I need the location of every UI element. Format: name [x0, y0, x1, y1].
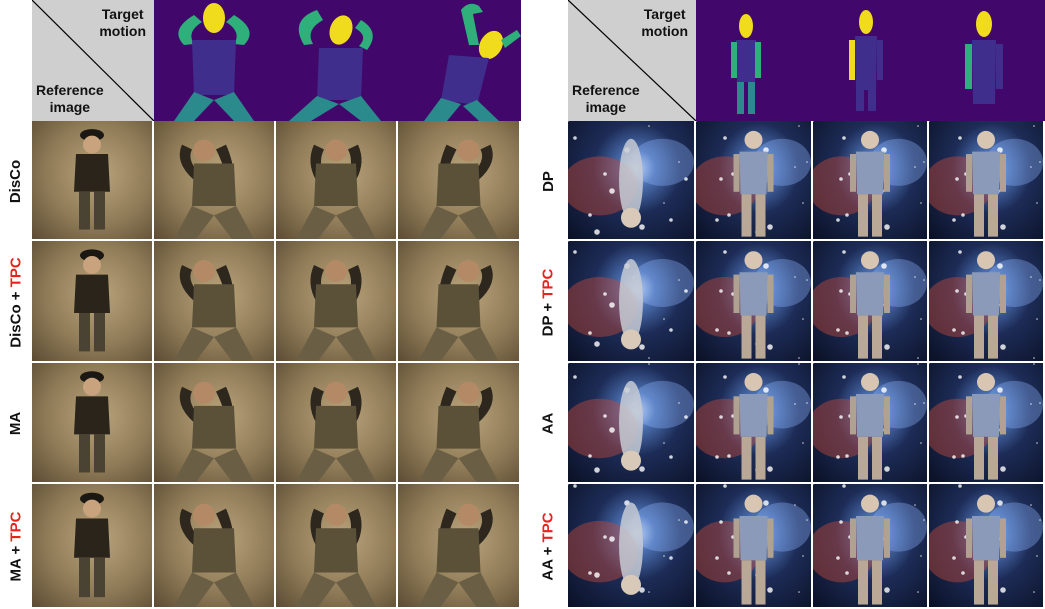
row-label-ma: MA: [7, 411, 25, 436]
reference-image-cell: [568, 363, 694, 482]
generated-frame-cell: [154, 363, 274, 482]
boy-figure-illustration: [296, 381, 376, 482]
reference-image-cell: [32, 241, 152, 361]
boy-figure-illustration: [418, 260, 499, 361]
boy-figure-illustration: [174, 139, 254, 239]
cosmic-figure-illustration: [696, 484, 811, 605]
boy-figure-illustration: [174, 503, 254, 607]
generated-frame-cell: [276, 484, 396, 607]
row-label-aa-tpc: AA + TPC: [539, 512, 557, 581]
generated-frame-cell: [929, 363, 1043, 482]
pose-figure: [731, 14, 761, 114]
cosmic-figure-illustration: [813, 484, 927, 605]
boy-figure-illustration: [174, 381, 254, 482]
generated-frame-cell: [929, 484, 1043, 607]
reference-image-cell: [568, 484, 694, 607]
row-label-dp: DP: [539, 170, 557, 192]
generated-frame-cell: [154, 484, 274, 607]
cosmic-figure-illustration: [813, 121, 927, 237]
cosmic-figure-illustration: [568, 363, 694, 473]
reference-image-cell: [568, 241, 694, 361]
target-motion-label: Target motion: [641, 6, 688, 39]
generated-frame-cell: [813, 241, 927, 361]
boy-figure-illustration: [418, 503, 499, 607]
boy-figure-illustration: [418, 139, 499, 239]
cosmic-figure-illustration: [696, 363, 811, 480]
target-motion-poses-left: [154, 0, 521, 121]
cosmic-figure-illustration: [568, 484, 694, 595]
diagonal-divider: [32, 0, 154, 121]
generated-frame-cell: [398, 484, 519, 607]
row-label-disco-tpc: DisCo + TPC: [7, 256, 25, 348]
generated-frame-cell: [696, 363, 811, 482]
diagonal-divider: [568, 0, 696, 121]
generated-frame-cell: [929, 241, 1043, 361]
reference-image-cell: [32, 363, 152, 482]
target-motion-label: Target motion: [99, 6, 146, 39]
header-corner-left: Target motion Reference image: [32, 0, 154, 121]
boy-figure-illustration: [296, 260, 376, 361]
generated-frame-cell: [696, 121, 811, 239]
generated-frame-cell: [276, 241, 396, 361]
generated-frame-cell: [276, 363, 396, 482]
generated-frame-cell: [398, 121, 519, 239]
generated-frame-cell: [813, 121, 927, 239]
cosmic-figure-illustration: [568, 121, 694, 235]
generated-frame-cell: [276, 121, 396, 239]
generated-frame-cell: [398, 241, 519, 361]
pose-figure: [289, 10, 381, 121]
generated-frame-cell: [813, 484, 927, 607]
right-comparison-panel: Target motion Reference image: [528, 0, 1045, 609]
boy-figure-illustration: [296, 139, 376, 239]
cosmic-figure-illustration: [929, 363, 1043, 480]
generated-frame-cell: [154, 121, 274, 239]
pose-figure: [174, 3, 254, 121]
target-motion-poses-right: [696, 0, 1045, 121]
generated-frame-cell: [813, 363, 927, 482]
reference-image-cell: [32, 484, 152, 607]
row-label-disco: DisCo: [7, 159, 25, 203]
reference-image-cell: [32, 121, 152, 239]
generated-frame-cell: [398, 363, 519, 482]
pose-figure: [424, 3, 521, 121]
header-corner-right: Target motion Reference image: [568, 0, 696, 121]
boy-figure-illustration: [418, 381, 499, 482]
boy-figure-illustration: [74, 371, 110, 473]
reference-image-cell: [568, 121, 694, 239]
generated-frame-cell: [696, 484, 811, 607]
boy-figure-illustration: [296, 503, 376, 607]
generated-frame-cell: [929, 121, 1043, 239]
cosmic-figure-illustration: [813, 363, 927, 480]
reference-image-label: Reference image: [36, 82, 104, 115]
cosmic-figure-illustration: [929, 241, 1043, 359]
cosmic-figure-illustration: [696, 121, 811, 237]
cosmic-figure-illustration: [696, 241, 811, 359]
left-comparison-panel: Target motion Reference image: [0, 0, 521, 609]
pose-figure: [849, 10, 883, 111]
boy-figure-illustration: [74, 129, 110, 230]
cosmic-figure-illustration: [929, 121, 1043, 237]
pose-figure: [965, 11, 1003, 104]
row-label-dp-tpc: DP + TPC: [539, 268, 557, 336]
generated-frame-cell: [696, 241, 811, 361]
row-label-ma-tpc: MA + TPC: [7, 511, 25, 582]
cosmic-figure-illustration: [813, 241, 927, 359]
row-label-aa: AA: [539, 412, 557, 435]
reference-image-label: Reference image: [572, 82, 640, 115]
cosmic-figure-illustration: [929, 484, 1043, 605]
boy-figure-illustration: [174, 260, 254, 361]
boy-figure-illustration: [74, 249, 110, 352]
generated-frame-cell: [154, 241, 274, 361]
boy-figure-illustration: [74, 492, 110, 598]
cosmic-figure-illustration: [568, 241, 694, 359]
